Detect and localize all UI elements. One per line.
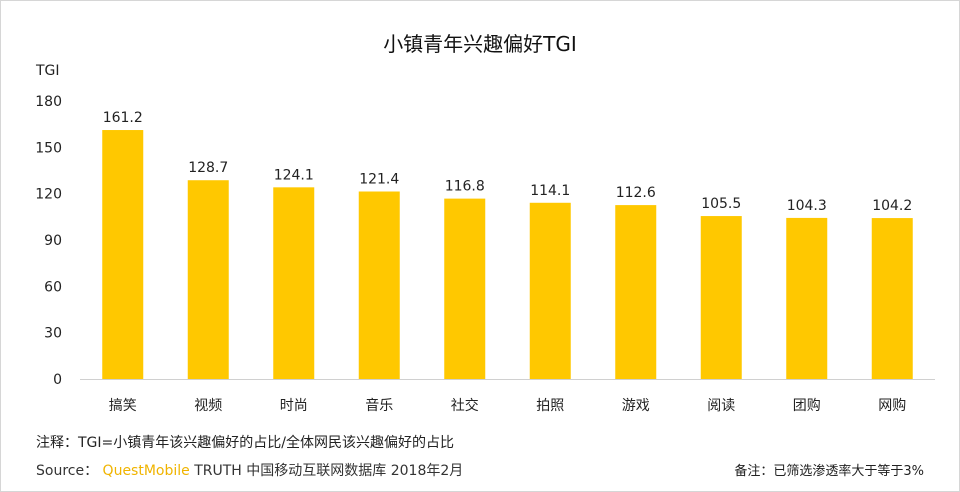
y-tick-label: 180: [35, 94, 62, 110]
y-axis-label: TGI: [36, 63, 60, 79]
bar: [273, 187, 315, 379]
y-tick-label: 90: [44, 233, 62, 249]
bar: [871, 218, 913, 379]
x-tick-label: 团购: [793, 398, 821, 414]
bar: [529, 202, 571, 379]
data-label: 114.1: [530, 183, 570, 199]
x-tick-label: 时尚: [280, 398, 308, 414]
bar: [187, 180, 229, 379]
data-label: 121.4: [359, 172, 399, 188]
bar: [615, 205, 657, 379]
data-label: 161.2: [103, 110, 143, 126]
bar: [700, 216, 742, 379]
y-tick-label: 30: [44, 326, 62, 342]
data-label: 105.5: [701, 196, 741, 212]
data-label: 104.2: [872, 198, 912, 214]
data-label: 124.1: [274, 167, 314, 183]
bar: [444, 198, 486, 379]
data-label: 112.6: [616, 185, 656, 201]
source-suffix: TRUTH 中国移动互联网数据库 2018年2月: [189, 463, 464, 479]
x-tick-label: 游戏: [622, 398, 650, 414]
x-tick-label: 拍照: [536, 398, 564, 414]
y-tick-label: 120: [35, 187, 62, 203]
data-label: 128.7: [188, 160, 228, 176]
bar: [786, 217, 828, 379]
bar: [358, 191, 400, 379]
chart-note: 注释：TGI=小镇青年该兴趣偏好的占比/全体网民该兴趣偏好的占比: [36, 435, 454, 451]
x-tick-label: 阅读: [707, 397, 735, 414]
data-label: 116.8: [445, 179, 485, 195]
data-label: 104.3: [787, 198, 827, 214]
source-brand: QuestMobile: [102, 463, 190, 479]
source-line: Source： QuestMobile TRUTH 中国移动互联网数据库 201…: [36, 460, 463, 480]
x-tick-label: 搞笑: [109, 398, 137, 414]
y-tick-label: 0: [53, 372, 62, 388]
chart-remark: 备注：已筛选渗透率大于等于3%: [734, 464, 924, 479]
y-tick-label: 60: [44, 279, 62, 295]
bar: [102, 130, 144, 379]
x-tick-label: 视频: [194, 398, 222, 414]
x-tick-label: 网购: [878, 398, 906, 414]
x-tick-label: 音乐: [365, 397, 393, 414]
source-prefix: Source：: [36, 463, 99, 479]
x-tick-label: 社交: [451, 397, 479, 414]
y-tick-label: 150: [35, 140, 62, 156]
chart-title: 小镇青年兴趣偏好TGI: [383, 32, 577, 56]
